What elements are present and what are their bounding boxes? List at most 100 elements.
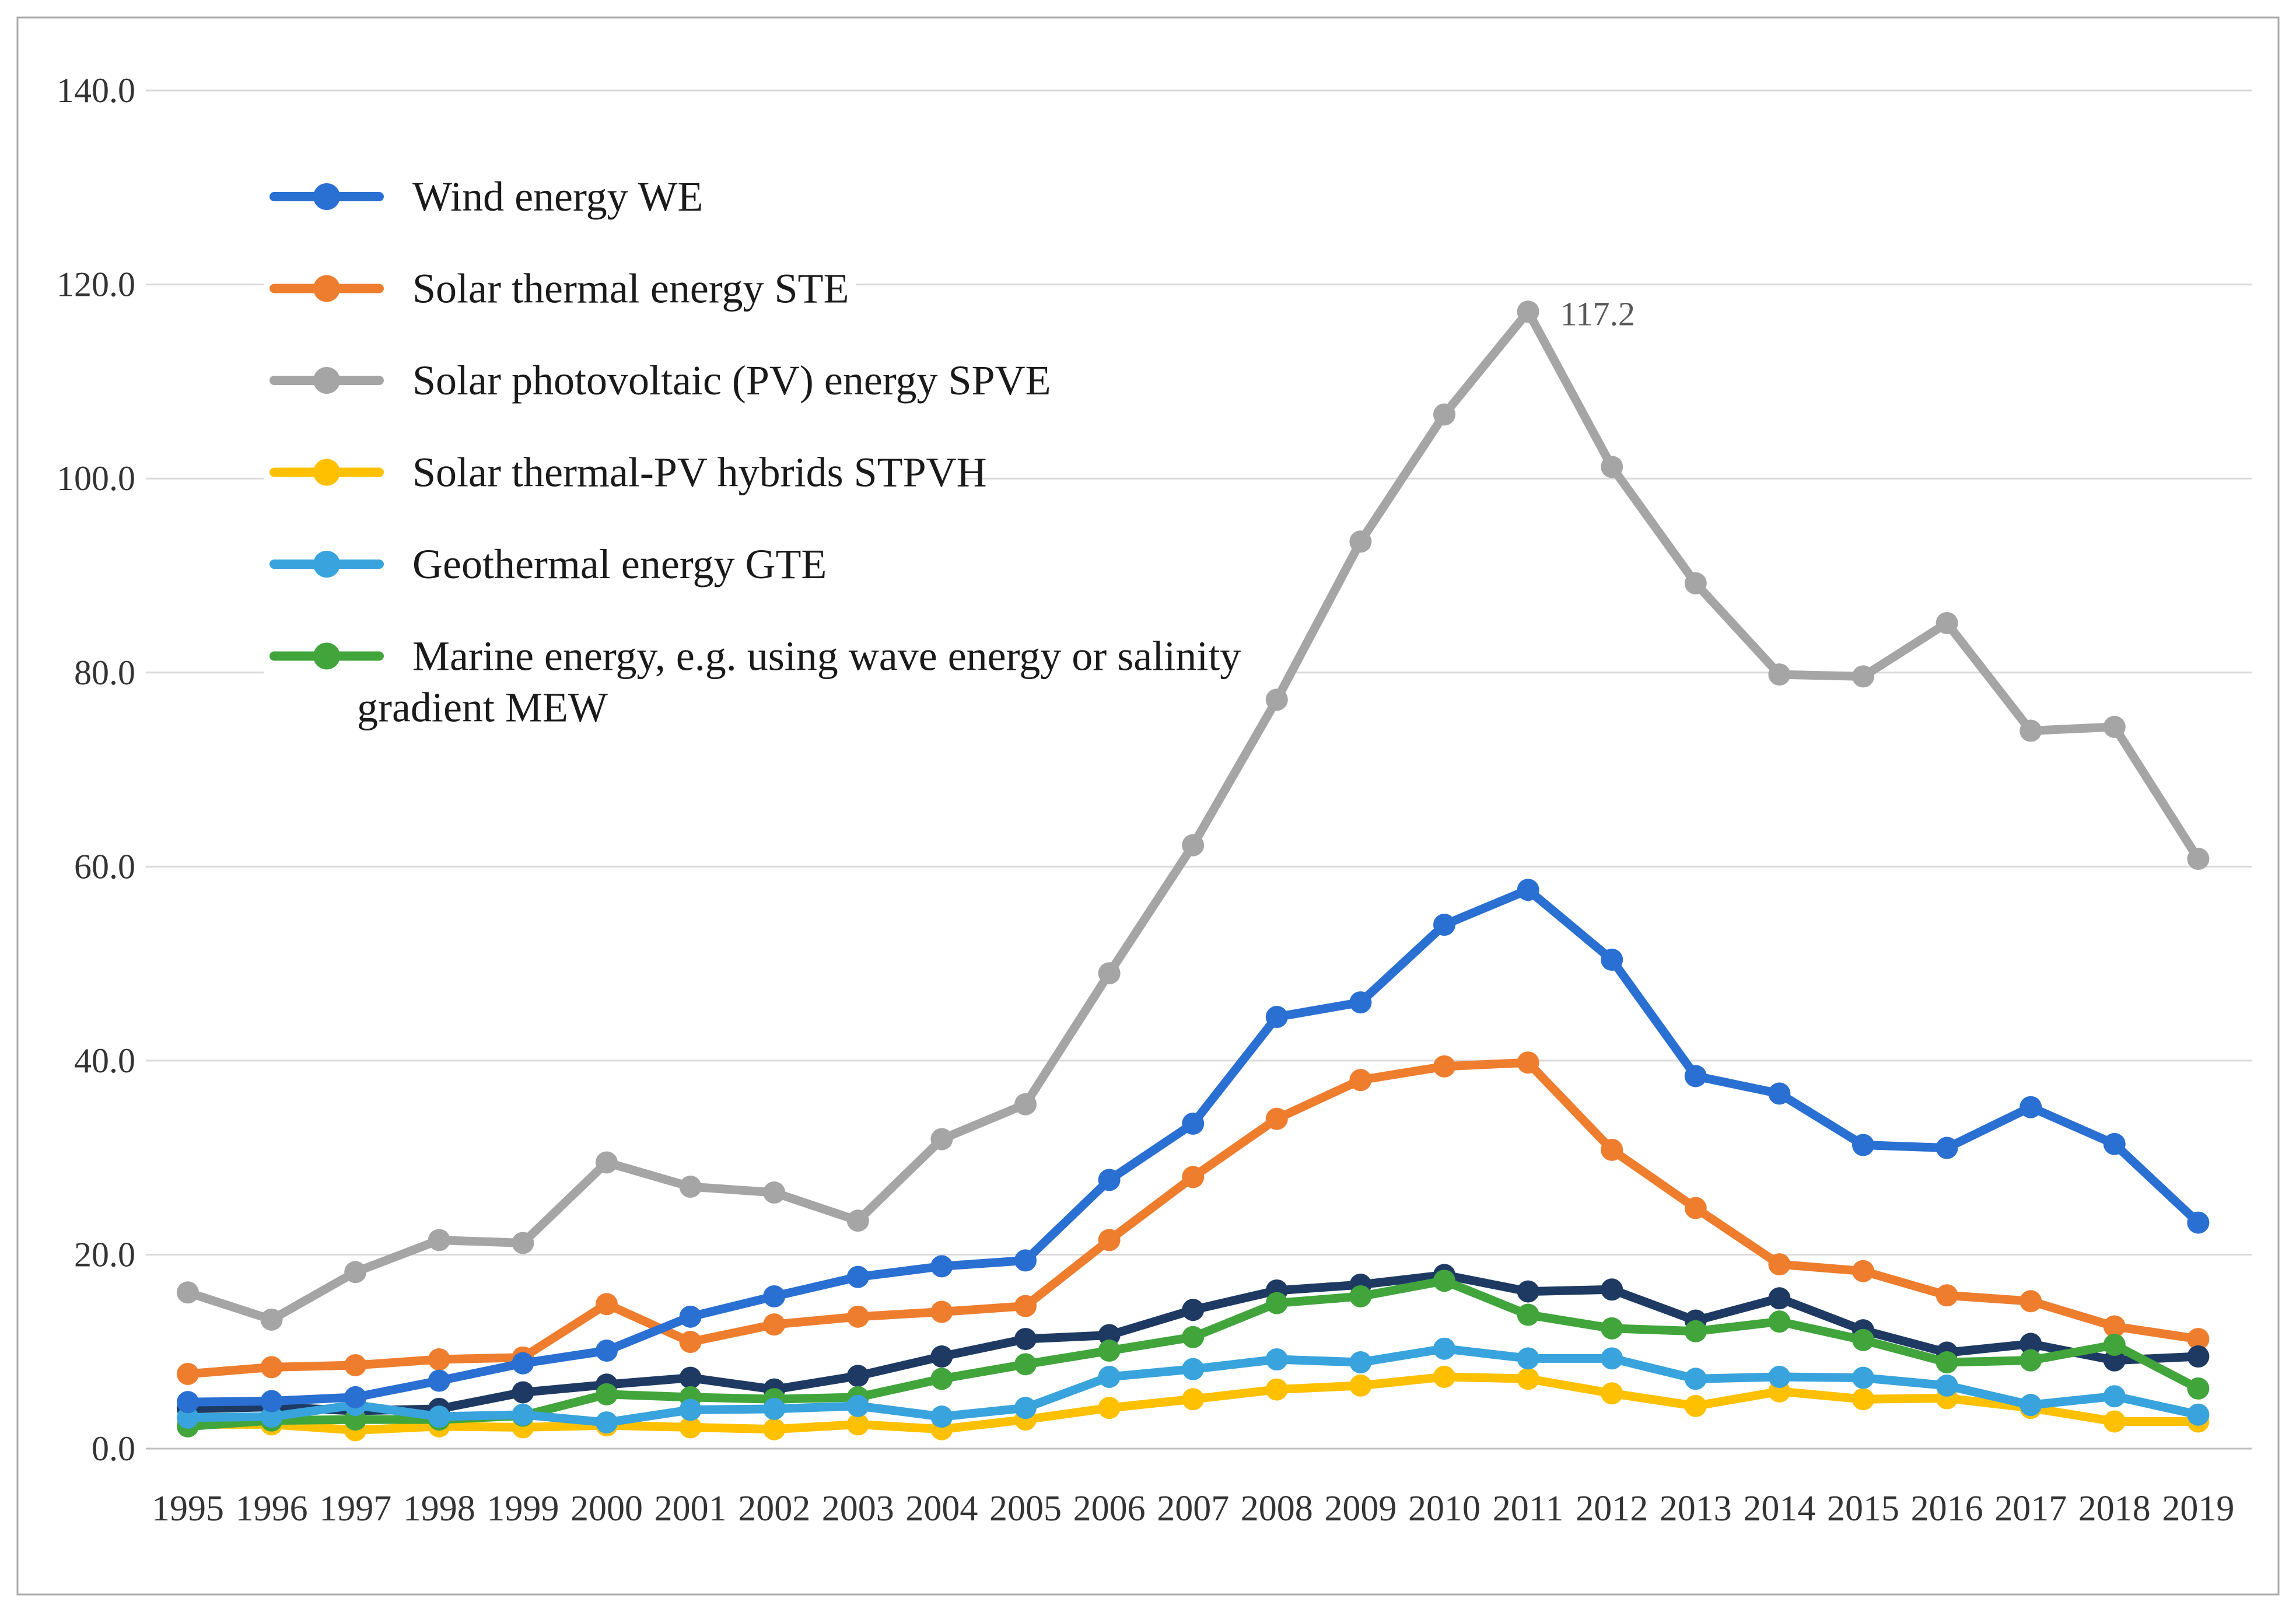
data-point-we-2017 (2020, 1096, 2042, 1118)
data-point-stpvh-2012 (1601, 1382, 1623, 1405)
data-point-stpvh-2010 (1433, 1365, 1455, 1388)
data-point-spve-2018 (2103, 715, 2126, 738)
data-point-spve-2001 (679, 1176, 702, 1198)
data-point-we-2015 (1852, 1134, 1874, 1156)
y-tick-label-80: 80.0 (74, 653, 135, 692)
data-point-we-2003 (846, 1265, 869, 1288)
data-point-stpvh-2015 (1852, 1388, 1874, 1411)
x-tick-label-2005: 2005 (989, 1489, 1062, 1529)
data-point-ste-2010 (1433, 1055, 1455, 1078)
series-ste (177, 1051, 2210, 1385)
data-point-stpvh-2013 (1684, 1394, 1707, 1417)
data-point-mew-2014 (1768, 1310, 1791, 1333)
data-point-we-2011 (1517, 879, 1539, 901)
data-point-we-2000 (596, 1340, 618, 1362)
data-point-gte-2001 (679, 1398, 702, 1421)
x-tick-label-1995: 1995 (152, 1489, 224, 1529)
data-point-stpvh-2006 (1098, 1397, 1121, 1419)
legend-label-gte: Geothermal energy GTE (412, 541, 827, 588)
data-point-ste-1998 (428, 1348, 450, 1371)
data-point-gte-2004 (930, 1405, 953, 1428)
x-tick-label-2003: 2003 (822, 1489, 894, 1529)
x-tick-label-2018: 2018 (2078, 1489, 2151, 1529)
data-point-mew-2017 (2020, 1349, 2042, 1372)
legend-item-we: Wind energy WE (264, 155, 703, 239)
data-point-gte-1998 (428, 1405, 450, 1428)
data-point-spve-2014 (1768, 663, 1791, 686)
data-point-ste-1997 (344, 1354, 367, 1376)
data-point-gte-2016 (1936, 1374, 1958, 1397)
data-point-mew-2008 (1265, 1292, 1288, 1314)
data-point-ste-2005 (1014, 1295, 1037, 1317)
x-axis-tick-labels: 1995 1996 1997 1998 1999 2000 2001 2002 2003 2004… (152, 1489, 2234, 1529)
legend-swatch-marker-we (313, 183, 340, 210)
data-point-we-2010 (1433, 914, 1455, 936)
data-point-mew-2013 (1684, 1320, 1707, 1342)
data-point-mew-2000 (596, 1383, 618, 1405)
legend-label-we: Wind energy WE (412, 173, 703, 220)
x-tick-label-2004: 2004 (905, 1489, 978, 1529)
data-point-ste-2019 (2187, 1328, 2210, 1351)
data-point-spve-2017 (2020, 719, 2042, 742)
data-point-spve-1999 (512, 1232, 534, 1254)
data-point-spve-1996 (260, 1308, 283, 1331)
data-point-navy-2001 (679, 1366, 702, 1389)
data-point-ste-2008 (1265, 1107, 1288, 1130)
data-point-spve-2009 (1349, 530, 1372, 553)
legend-item-mew: Marine energy, e.g. using wave energy or… (264, 614, 1293, 754)
data-point-we-2004 (930, 1255, 953, 1278)
x-tick-label-2014: 2014 (1743, 1489, 1815, 1529)
data-point-navy-2006 (1098, 1324, 1121, 1347)
legend-label-mew-line2: gradient MEW (357, 684, 608, 731)
legend-item-background (264, 614, 1293, 754)
legend-swatch-marker-gte (313, 551, 340, 578)
data-point-ste-2014 (1768, 1253, 1791, 1276)
x-tick-label-2019: 2019 (2162, 1489, 2234, 1529)
data-point-mew-2015 (1852, 1328, 1874, 1351)
data-point-ste-2006 (1098, 1229, 1121, 1251)
x-tick-label-1999: 1999 (487, 1489, 559, 1529)
series-spve (177, 300, 2210, 1331)
y-axis-tick-labels: 0.0 20.0 40.0 60.0 80.0 100.0 120.0 140.0 (57, 71, 135, 1468)
x-tick-label-2002: 2002 (738, 1489, 810, 1529)
data-point-stpvh-2002 (763, 1418, 786, 1440)
data-point-mew-2009 (1349, 1285, 1372, 1307)
x-tick-label-2006: 2006 (1073, 1489, 1146, 1529)
data-point-ste-1996 (260, 1356, 283, 1379)
data-point-mew-2019 (2187, 1377, 2210, 1400)
data-point-spve-2012 (1601, 456, 1623, 478)
data-point-spve-1997 (344, 1261, 367, 1284)
data-point-we-2002 (763, 1285, 786, 1307)
data-point-spve-2002 (763, 1181, 786, 1204)
data-point-mew-2005 (1014, 1353, 1037, 1376)
data-point-gte-2012 (1601, 1347, 1623, 1370)
data-point-gte-2014 (1768, 1365, 1791, 1388)
x-tick-label-2009: 2009 (1324, 1489, 1396, 1529)
data-point-gte-2013 (1684, 1368, 1707, 1390)
data-point-ste-2000 (596, 1293, 618, 1316)
data-point-mew-2011 (1517, 1303, 1539, 1326)
data-point-gte-2000 (596, 1411, 618, 1434)
legend-label-ste: Solar thermal energy STE (412, 265, 849, 312)
data-point-ste-2017 (2020, 1290, 2042, 1313)
data-point-spve-2013 (1684, 572, 1707, 595)
data-point-ste-2016 (1936, 1284, 1958, 1307)
data-point-mew-2018 (2103, 1334, 2126, 1356)
legend-label-stpvh: Solar thermal-PV hybrids STPVH (412, 449, 987, 496)
data-point-gte-2017 (2020, 1394, 2042, 1417)
data-point-navy-2017 (2020, 1333, 2042, 1355)
data-point-navy-2012 (1601, 1278, 1623, 1301)
x-tick-label-1997: 1997 (319, 1489, 391, 1529)
data-point-spve-2011 (1517, 300, 1539, 323)
data-point-navy-2011 (1517, 1280, 1539, 1303)
y-tick-label-20: 20.0 (74, 1235, 135, 1274)
data-point-ste-2015 (1852, 1260, 1874, 1282)
data-point-mew-2010 (1433, 1270, 1455, 1292)
peak-value-annotation: 117.2 (1560, 295, 1635, 333)
data-point-spve-2007 (1182, 834, 1205, 856)
x-tick-label-2010: 2010 (1408, 1489, 1480, 1529)
data-point-gte-2019 (2187, 1403, 2210, 1426)
data-point-we-1995 (177, 1391, 199, 1414)
data-point-spve-2006 (1098, 962, 1121, 985)
data-point-navy-2014 (1768, 1287, 1791, 1310)
